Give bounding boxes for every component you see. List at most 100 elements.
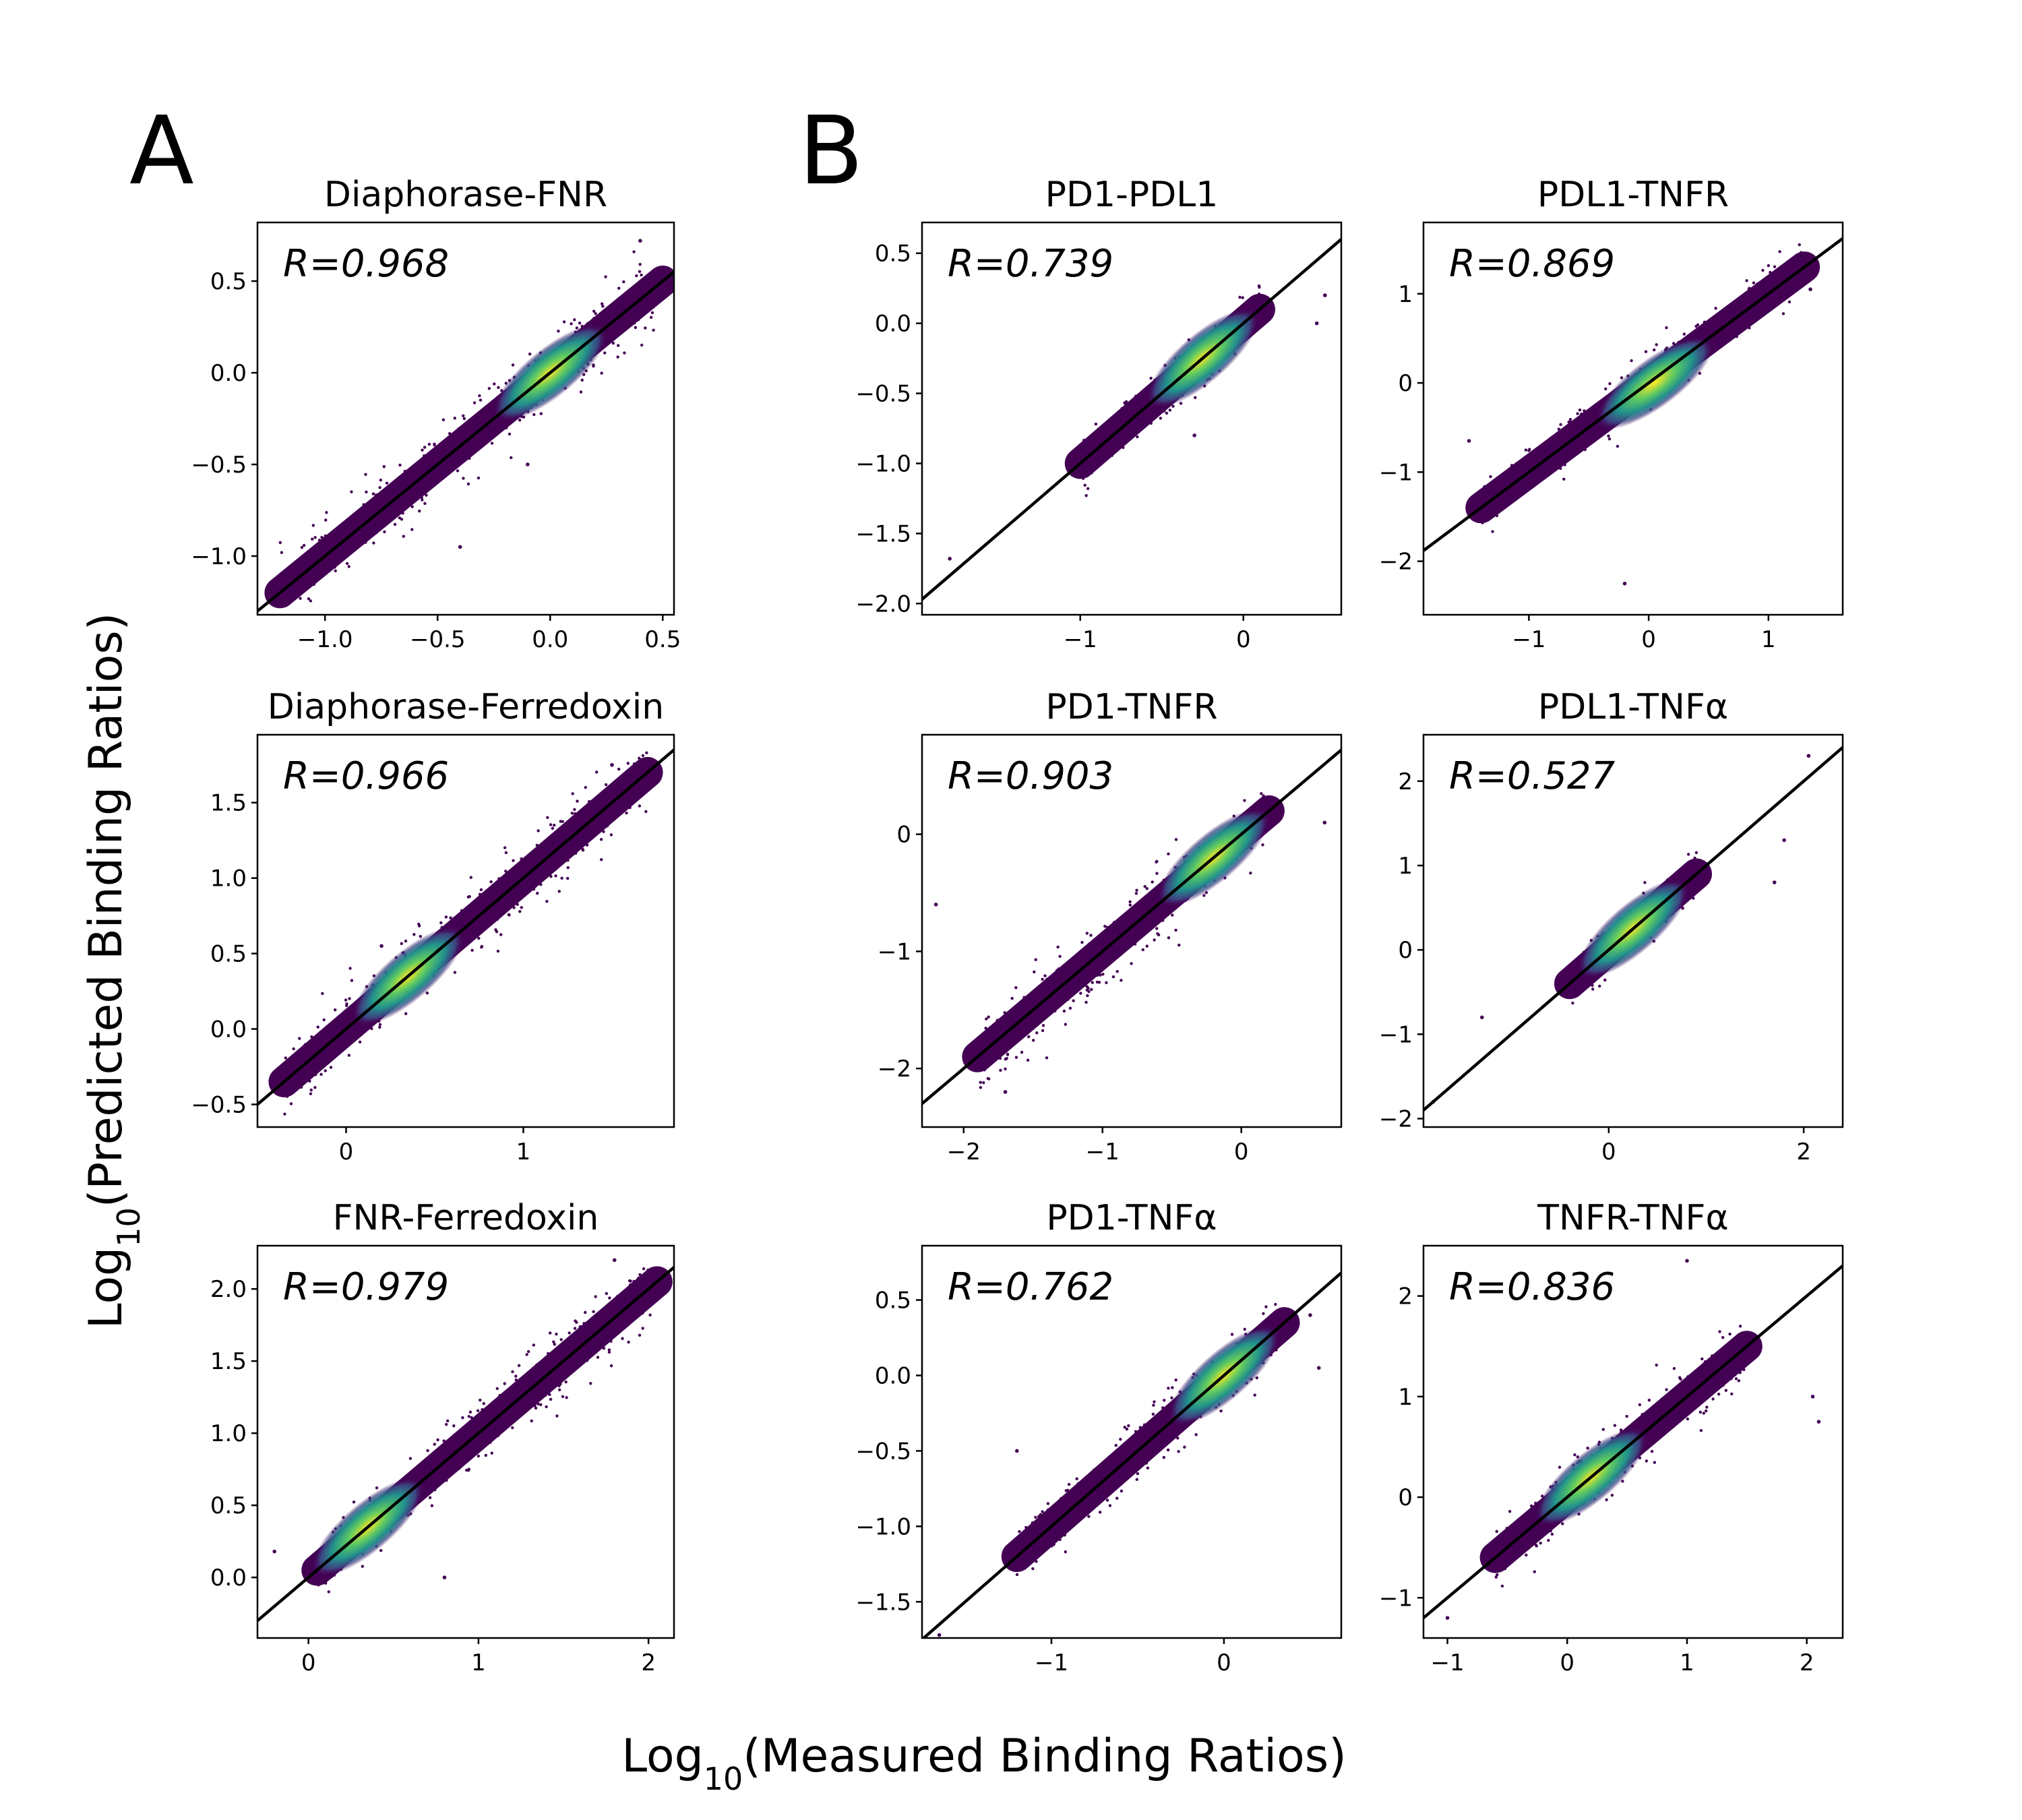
density-point xyxy=(317,539,321,542)
density-point xyxy=(979,1086,983,1089)
density-point xyxy=(1064,1489,1068,1492)
density-point xyxy=(1537,456,1541,459)
density-point xyxy=(1043,1525,1047,1529)
density-point xyxy=(1060,1496,1063,1500)
density-point xyxy=(1502,1545,1506,1548)
density-point xyxy=(982,1081,985,1085)
density-point xyxy=(489,1430,492,1434)
density-point xyxy=(1040,996,1043,1000)
density-point xyxy=(1135,418,1138,421)
density-point xyxy=(1706,1360,1709,1364)
y-tick-label: 0.5 xyxy=(875,1287,911,1314)
density-point xyxy=(556,835,559,839)
density-point xyxy=(1045,977,1049,981)
density-point xyxy=(285,1095,289,1098)
density-point xyxy=(1574,981,1577,984)
density-point xyxy=(623,794,627,797)
density-point xyxy=(1523,1543,1527,1546)
density-point xyxy=(1167,1387,1170,1390)
density-point xyxy=(423,1469,427,1473)
density-point xyxy=(991,1035,995,1039)
density-point xyxy=(1258,286,1261,289)
density-point xyxy=(1109,1460,1113,1464)
density-point xyxy=(313,547,317,550)
density-point xyxy=(1115,1496,1119,1500)
density-point xyxy=(305,586,309,590)
density-point xyxy=(583,1324,586,1328)
density-point xyxy=(1256,303,1260,307)
density-point xyxy=(1262,794,1265,797)
outlier-point xyxy=(1467,439,1471,443)
density-point xyxy=(1492,485,1496,489)
density-point xyxy=(1527,1517,1531,1521)
density-point xyxy=(1162,1455,1166,1459)
density-point xyxy=(510,1414,513,1418)
density-point xyxy=(1128,903,1132,907)
density-point xyxy=(555,863,559,868)
density-point xyxy=(1645,1459,1649,1463)
density-point xyxy=(1660,1397,1663,1401)
density-point xyxy=(504,870,508,873)
density-point xyxy=(469,876,472,879)
density-point xyxy=(1601,431,1604,435)
density-point xyxy=(372,541,375,545)
density-point xyxy=(482,1402,485,1405)
density-point xyxy=(1494,1575,1498,1579)
density-point xyxy=(462,477,465,480)
density-point xyxy=(1682,332,1686,336)
density-point xyxy=(1171,913,1174,917)
density-point xyxy=(1686,1417,1690,1421)
density-point xyxy=(350,490,353,493)
outlier-point xyxy=(948,557,952,561)
density-point xyxy=(1054,971,1058,975)
density-point xyxy=(1111,1461,1115,1465)
density-point xyxy=(1105,981,1108,984)
density-point xyxy=(1096,1492,1100,1496)
density-point xyxy=(453,417,456,420)
density-point xyxy=(1794,264,1798,268)
density-point xyxy=(1687,1377,1690,1381)
density-point xyxy=(1517,484,1521,487)
density-point xyxy=(1092,467,1095,471)
density-point xyxy=(1558,1465,1562,1469)
density-point xyxy=(1644,350,1648,353)
density-point xyxy=(1692,897,1695,900)
density-point xyxy=(1028,1020,1032,1023)
density-point xyxy=(315,1058,319,1062)
x-tick-label: −1 xyxy=(1430,1649,1464,1676)
density-point xyxy=(645,751,648,755)
density-point xyxy=(1535,1544,1538,1548)
density-point xyxy=(1694,868,1698,872)
density-point xyxy=(425,462,428,466)
density-point xyxy=(1157,1440,1161,1443)
density-point xyxy=(310,1035,313,1039)
density-point xyxy=(633,1312,637,1316)
density-point xyxy=(1711,320,1715,324)
density-point xyxy=(1514,462,1518,466)
density-point xyxy=(545,1405,548,1409)
density-point xyxy=(1730,334,1734,337)
density-point xyxy=(1487,510,1490,514)
density-point xyxy=(1149,421,1153,425)
density-point xyxy=(308,1079,311,1083)
density-point xyxy=(1511,497,1515,500)
density-point xyxy=(1078,975,1081,979)
density-point xyxy=(1091,981,1095,984)
density-point xyxy=(464,433,467,437)
density-point xyxy=(604,275,607,278)
density-point xyxy=(1694,1377,1698,1381)
density-point xyxy=(452,1424,456,1428)
density-point xyxy=(551,841,555,845)
density-point xyxy=(621,777,625,780)
density-point xyxy=(1086,474,1089,477)
density-point xyxy=(646,1283,650,1287)
outlier-point xyxy=(610,762,614,767)
density-point xyxy=(599,800,603,803)
plot-frame xyxy=(921,221,1343,616)
density-point xyxy=(1496,1573,1499,1577)
density-point xyxy=(1494,1563,1498,1567)
density-point xyxy=(294,1066,298,1069)
density-point xyxy=(334,1050,338,1053)
density-point xyxy=(1681,1389,1684,1393)
density-point xyxy=(1039,1523,1042,1527)
